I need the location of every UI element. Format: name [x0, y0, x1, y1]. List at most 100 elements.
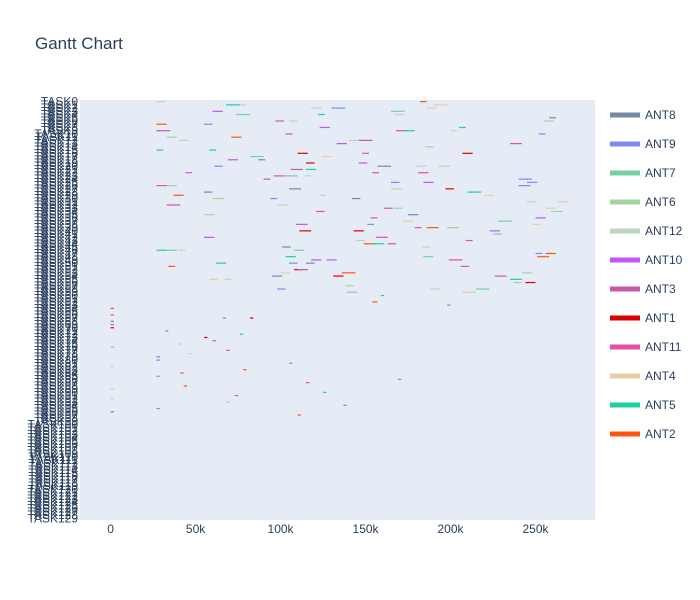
legend-swatch: [610, 286, 640, 292]
task-bar: [110, 398, 114, 400]
task-tick-label: TASK92: [34, 392, 78, 406]
task-tick-label: TASK69: [34, 318, 78, 332]
task-bar: [226, 104, 240, 106]
task-tick-label: TASK14: [34, 140, 78, 154]
task-bar: [178, 139, 189, 141]
task-bar: [341, 272, 356, 274]
task-bar: [404, 130, 415, 132]
task-tick-label: TASK38: [34, 217, 78, 231]
legend-label: ANT12: [645, 224, 683, 238]
task-bar: [156, 149, 164, 151]
task-bar: [311, 107, 322, 109]
task-bar: [355, 239, 366, 242]
legend-label: ANT7: [645, 166, 676, 180]
legend-label: ANT1: [645, 311, 676, 325]
task-bar: [204, 191, 213, 193]
task-bar: [297, 152, 308, 154]
legend-swatch: [610, 344, 640, 350]
task-bar: [375, 236, 388, 238]
task-bar: [180, 372, 184, 374]
task-bar: [408, 214, 419, 216]
task-bar: [280, 272, 291, 274]
task-bar: [215, 262, 227, 264]
task-bar: [289, 120, 298, 122]
legend-swatch: [610, 199, 640, 205]
legend-item[interactable]: ANT12: [610, 224, 683, 238]
legend-item[interactable]: ANT11: [610, 340, 682, 354]
task-bar: [380, 294, 385, 297]
task-tick-label: TASK18: [34, 153, 78, 167]
task-bar: [290, 168, 303, 171]
task-bar: [510, 143, 522, 145]
task-bar: [156, 101, 165, 103]
task-bar: [156, 375, 160, 377]
task-tick-label: TASK106: [28, 437, 79, 451]
task-bar: [384, 207, 393, 209]
task-bar: [204, 336, 208, 339]
task-tick-label: TASK68: [34, 314, 78, 328]
task-tick-label: TASK59: [34, 285, 78, 299]
task-bar: [156, 356, 160, 358]
task-tick-label: TASK31: [34, 195, 78, 209]
task-tick-label: TASK7: [41, 117, 78, 131]
task-bar: [367, 223, 375, 225]
task-tick-label: TASK79: [34, 350, 78, 364]
task-bar: [391, 181, 400, 183]
task-tick-label: TASK100: [28, 418, 79, 432]
legend-item[interactable]: ANT1: [610, 311, 676, 325]
task-tick-label: TASK102: [28, 424, 79, 438]
task-bar: [110, 365, 114, 368]
task-bar: [402, 220, 414, 222]
task-bar: [282, 246, 291, 248]
legend-item[interactable]: ANT3: [610, 282, 676, 296]
task-bar: [391, 110, 405, 112]
task-bar: [164, 330, 169, 332]
legend-item[interactable]: ANT10: [610, 253, 683, 267]
legend-swatch: [610, 112, 640, 118]
task-bar: [212, 197, 225, 200]
legend-item[interactable]: ANT5: [610, 398, 676, 412]
task-bar: [272, 275, 283, 277]
task-tick-label: TASK24: [34, 172, 78, 186]
task-bar: [538, 133, 546, 135]
task-bar: [387, 243, 397, 245]
task-bar: [277, 204, 288, 206]
legend-swatch: [610, 402, 640, 408]
task-bar: [110, 320, 114, 322]
task-axis-labels: TASK0TASK1TASK2TASK3TASK4TASK5TASK6TASK7…: [28, 95, 79, 526]
task-bar: [549, 117, 556, 119]
task-bar: [239, 104, 247, 106]
task-tick-label: TASK42: [34, 230, 78, 244]
legend-item[interactable]: ANT6: [610, 195, 676, 209]
task-bar: [226, 349, 230, 351]
task-tick-label: TASK39: [34, 221, 78, 235]
legend-item[interactable]: ANT9: [610, 137, 676, 151]
legend-swatch: [610, 257, 640, 263]
legend-item[interactable]: ANT4: [610, 369, 676, 383]
legend-label: ANT11: [645, 340, 682, 354]
task-bar: [363, 243, 376, 245]
task-tick-label: TASK101: [28, 421, 79, 435]
task-bar: [438, 165, 451, 167]
legend-item[interactable]: ANT8: [610, 108, 676, 122]
task-tick-label: TASK125: [28, 498, 79, 512]
task-tick-label: TASK90: [34, 385, 78, 399]
legend-item[interactable]: ANT7: [610, 166, 676, 180]
x-tick-label: 250k: [522, 522, 549, 536]
task-bar: [275, 120, 284, 122]
task-tick-label: TASK89: [34, 382, 78, 396]
task-bar: [532, 223, 541, 225]
task-tick-label: TASK27: [34, 182, 78, 196]
task-bar: [156, 123, 167, 125]
task-tick-label: TASK32: [34, 198, 78, 212]
task-bar: [426, 107, 437, 109]
task-tick-label: TASK111: [29, 453, 78, 467]
task-bar: [285, 133, 293, 135]
task-bar: [535, 252, 543, 255]
task-tick-label: TASK93: [34, 395, 78, 409]
task-bar: [489, 230, 500, 232]
x-tick-label: 150k: [353, 522, 380, 536]
legend-swatch: [610, 228, 640, 234]
task-tick-label: TASK54: [34, 269, 78, 283]
legend-item[interactable]: ANT2: [610, 427, 676, 441]
